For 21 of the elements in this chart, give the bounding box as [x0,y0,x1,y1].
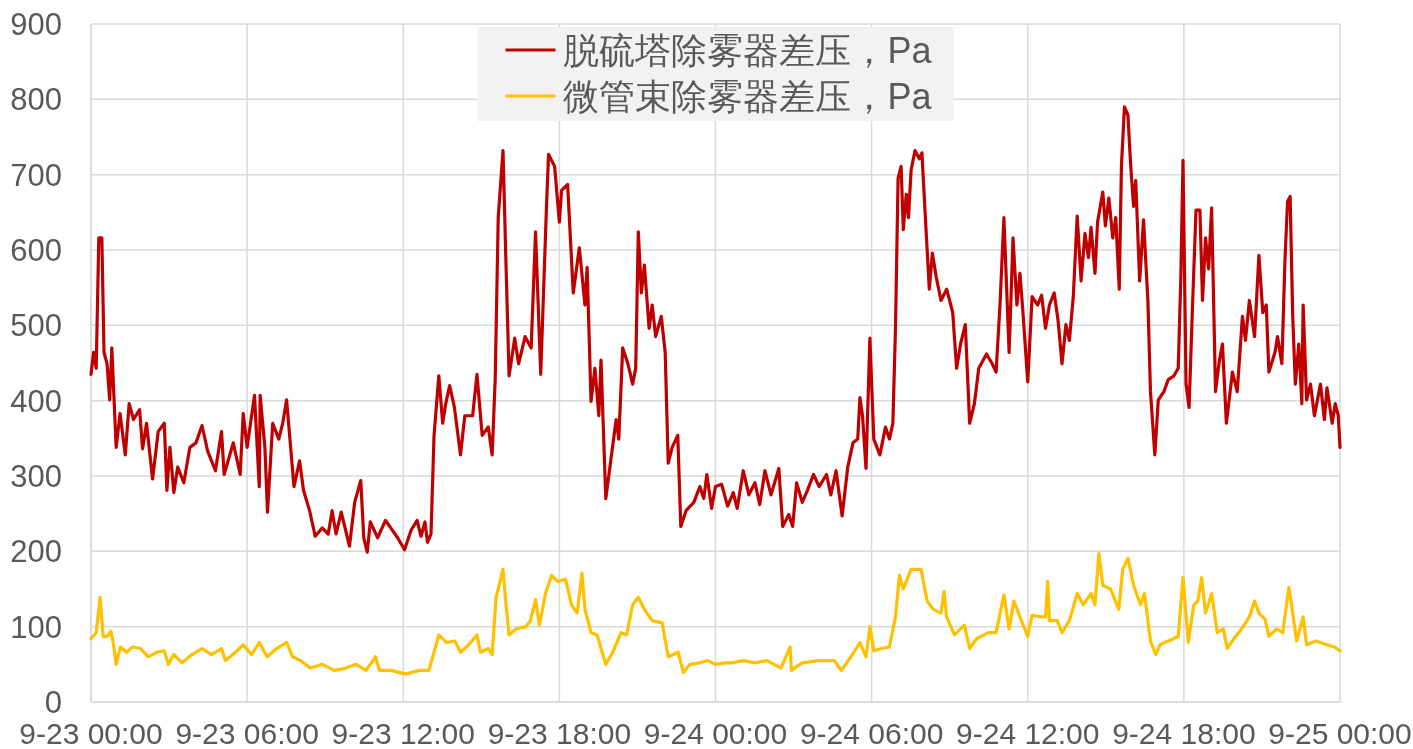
y-tick-label: 0 [44,685,62,720]
y-tick-label: 500 [10,308,62,344]
x-tick-label: 9-24 18:00 [1112,717,1256,749]
y-tick-label: 100 [10,609,62,645]
x-tick-label: 9-23 06:00 [175,717,319,749]
x-tick-label: 9-24 06:00 [799,717,944,749]
y-tick-label: 200 [10,534,62,570]
y-tick-label: 800 [10,82,62,118]
y-tick-label: 600 [10,233,62,268]
x-tick-label: 9-24 12:00 [956,717,1100,749]
x-tick-label: 9-25 00:00 [1268,717,1412,749]
x-tick-label: 9-23 12:00 [331,717,475,749]
x-tick-label: 9-24 00:00 [643,717,788,749]
y-tick-label: 900 [10,7,62,42]
y-tick-label: 300 [10,459,62,494]
x-tick-label: 9-23 00:00 [19,717,163,749]
y-tick-label: 400 [10,383,62,419]
legend-label: 脱硫塔除雾器差压，Pa [563,29,932,71]
legend-label: 微管束除雾器差压，Pa [563,75,932,117]
x-tick-label: 9-23 18:00 [487,717,632,749]
y-tick-label: 700 [10,157,62,193]
